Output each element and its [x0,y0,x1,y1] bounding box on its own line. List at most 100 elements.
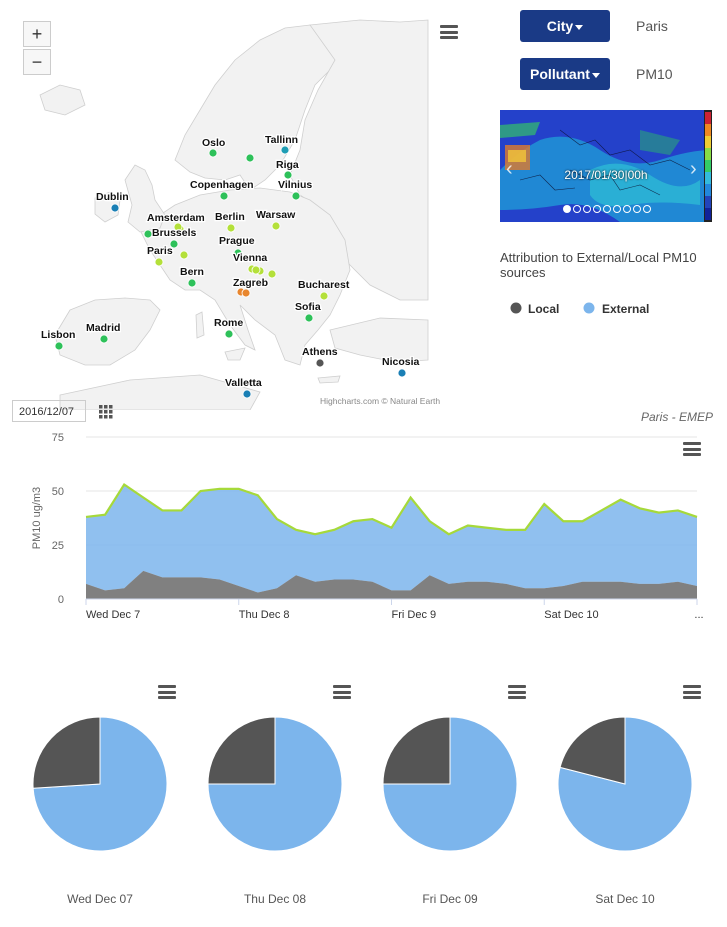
city-marker-rome[interactable] [224,329,234,339]
chart-subtitle: Paris - EMEP [640,410,713,424]
x-tick-label: Wed Dec 7 [86,609,140,621]
y-tick-label: 25 [52,540,64,552]
city-label-rome: Rome [214,317,243,329]
city-label-dublin: Dublin [96,191,129,203]
pie-slice-external[interactable] [207,716,343,852]
next-arrow-icon[interactable]: › [690,158,697,180]
city-label-vilnius: Vilnius [278,179,312,191]
timeseries-menu-icon[interactable] [683,442,701,456]
zoom-out-button[interactable]: − [23,49,51,75]
animation-timestamp: 2017/01/30|00h [564,168,648,182]
city-marker-bucharest[interactable] [319,291,329,301]
total-line [85,482,698,536]
pie-slice-external[interactable] [382,716,518,852]
station-marker[interactable] [179,250,189,260]
city-label-vienna: Vienna [233,252,267,264]
europe-map[interactable]: Oslo Tallinn Riga Dublin Copenhagen Vilnius Am… [0,0,470,410]
pollutant-value: PM10 [636,66,673,82]
city-label-madrid: Madrid [86,322,120,334]
city-label-tallinn: Tallinn [265,134,298,146]
pie-slice-local[interactable] [559,716,626,785]
pollutant-button-label: Pollutant [530,66,590,82]
city-marker-oslo[interactable] [208,148,218,158]
y-tick-label: 0 [58,594,64,606]
pie-1-menu-icon[interactable] [158,685,176,699]
map-menu-icon[interactable] [440,25,458,39]
city-marker-tallinn[interactable] [280,145,290,155]
city-label-sofia: Sofia [295,301,321,313]
city-marker-vilnius[interactable] [291,191,301,201]
city-label-paris: Paris [147,245,173,257]
date-input[interactable]: 2016/12/07 [12,400,86,422]
city-marker-zagreb[interactable] [241,288,251,298]
timeseries-chart[interactable]: 0 25 50 75 PM10 ug/m3 Wed Dec 7 Thu Dec 8 Fri D… [0,425,727,625]
city-label-warsaw: Warsaw [256,209,296,221]
city-label-brussels: Brussels [152,227,197,239]
pie-slice-local[interactable] [32,716,101,789]
city-marker-amsterdam[interactable] [173,222,183,232]
pie-title: Thu Dec 08 [244,892,306,906]
carousel-indicators[interactable] [562,201,662,213]
external-area [86,484,697,593]
pollutant-button[interactable]: Pollutant [520,58,610,90]
city-marker-madrid[interactable] [99,334,109,344]
map-land [39,19,429,410]
local-area [86,570,697,599]
city-label-bucharest: Bucharest [298,279,350,291]
x-tick-label: Sat Dec 10 [544,609,598,621]
city-marker-nicosia[interactable] [397,368,407,378]
city-marker-bern[interactable] [187,278,197,288]
city-marker-valletta[interactable] [242,389,252,399]
y-tick-label: 75 [52,432,64,444]
pie-title: Wed Dec 07 [67,892,133,906]
pie-slice-local[interactable] [382,716,451,785]
forecast-animation[interactable]: ‹ › 2017/01/30|00h [500,110,712,222]
x-tick-label: ... [694,609,703,621]
calendar-grid-icon[interactable] [99,405,113,419]
x-tick-label: Thu Dec 8 [239,609,290,621]
city-marker-copenhagen[interactable] [219,191,229,201]
city-label-zagreb: Zagreb [233,277,268,289]
city-marker-paris[interactable] [154,257,164,267]
city-marker-prague[interactable] [233,248,243,258]
station-marker[interactable] [143,229,153,239]
city-marker-riga[interactable] [283,170,293,180]
pie-2-menu-icon[interactable] [333,685,351,699]
city-marker-sofia[interactable] [304,313,314,323]
city-button[interactable]: City [520,10,610,42]
y-tick-label: 50 [52,486,64,498]
city-label-amsterdam: Amsterdam [147,212,205,224]
station-marker[interactable] [245,153,255,163]
y-axis-label: PM10 ug/m3 [31,487,43,549]
x-tick-label: Fri Dec 9 [392,609,437,621]
city-marker-warsaw[interactable] [271,221,281,231]
city-marker-dublin[interactable] [110,203,120,213]
pie-4-menu-icon[interactable] [683,685,701,699]
prev-arrow-icon[interactable]: ‹ [506,158,513,180]
city-label-berlin: Berlin [215,211,245,223]
city-label-valletta: Valletta [225,377,262,389]
city-button-label: City [546,18,574,34]
pie-charts: Wed Dec 07 Thu Dec 08 Fri Dec 09 Sat Dec 10 [32,716,693,906]
map-credits[interactable]: Highcharts.com © Natural Earth [320,396,440,406]
city-label-riga: Riga [276,159,299,171]
pie-3-menu-icon[interactable] [508,685,526,699]
pie-slice-local[interactable] [207,716,276,785]
zoom-in-button[interactable]: + [23,21,51,47]
legend-external: External [602,302,649,316]
pie-title: Sat Dec 10 [595,892,655,906]
city-marker-brussels[interactable] [169,239,179,249]
city-marker-berlin[interactable] [226,223,236,233]
city-marker-athens[interactable] [315,358,325,368]
pie-title: Fri Dec 09 [422,892,478,906]
legend-local: Local [528,302,559,316]
city-label-lisbon: Lisbon [41,329,75,341]
city-marker-lisbon[interactable] [54,341,64,351]
attribution-title: Attribution to External/Local PM10 sourc… [500,250,697,280]
station-marker[interactable] [267,269,277,279]
city-label-oslo: Oslo [202,137,225,149]
city-label-athens: Athens [302,346,338,358]
caret-down-icon [591,72,600,78]
city-marker-vienna[interactable] [251,265,261,275]
city-label-copenhagen: Copenhagen [190,179,254,191]
